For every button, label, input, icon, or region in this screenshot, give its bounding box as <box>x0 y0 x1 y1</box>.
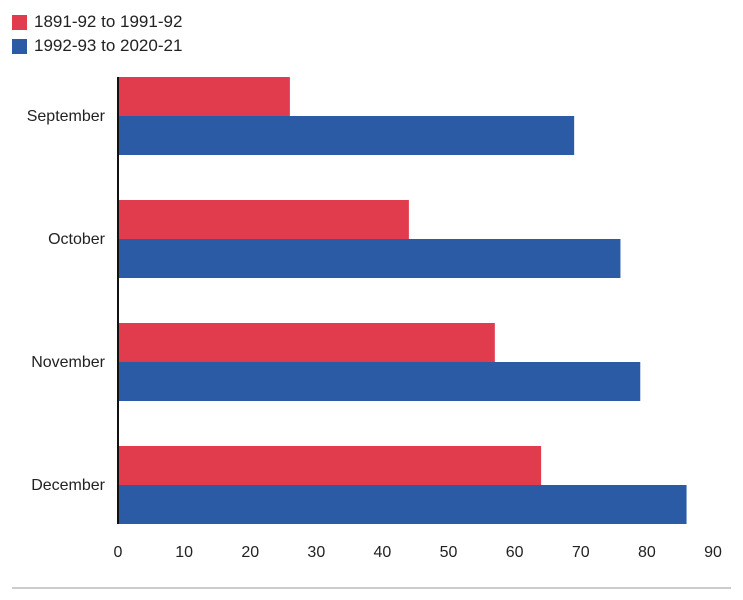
x-tick-label-90: 90 <box>704 544 722 561</box>
bar-december-series-2 <box>118 485 687 524</box>
bar-october-series-1 <box>118 200 409 239</box>
legend-label-series-2: 1992-93 to 2020-21 <box>34 36 183 55</box>
category-label-october: October <box>48 231 106 248</box>
bar-october-series-2 <box>118 239 621 278</box>
x-tick-label-70: 70 <box>572 544 590 561</box>
legend: 1891-92 to 1991-92 1992-93 to 2020-21 <box>12 10 182 58</box>
bar-november-series-1 <box>118 323 495 362</box>
x-tick-label-60: 60 <box>506 544 524 561</box>
bar-november-series-2 <box>118 362 641 401</box>
x-tick-label-20: 20 <box>241 544 259 561</box>
legend-item-series-1: 1891-92 to 1991-92 <box>12 10 182 34</box>
x-tick-label-0: 0 <box>114 544 123 561</box>
x-tick-label-10: 10 <box>175 544 193 561</box>
bar-december-series-1 <box>118 446 542 485</box>
category-label-december: December <box>31 477 105 494</box>
bar-september-series-2 <box>118 116 575 155</box>
x-tick-label-40: 40 <box>374 544 392 561</box>
x-tick-label-50: 50 <box>440 544 458 561</box>
legend-item-series-2: 1992-93 to 2020-21 <box>12 34 182 58</box>
legend-label-series-1: 1891-92 to 1991-92 <box>34 12 183 31</box>
legend-swatch-series-1 <box>12 14 27 30</box>
legend-swatch-series-2 <box>12 38 27 54</box>
category-label-september: September <box>27 108 106 125</box>
category-label-november: November <box>31 354 105 371</box>
bar-september-series-1 <box>118 77 290 116</box>
x-tick-label-80: 80 <box>638 544 656 561</box>
x-tick-label-30: 30 <box>307 544 325 561</box>
